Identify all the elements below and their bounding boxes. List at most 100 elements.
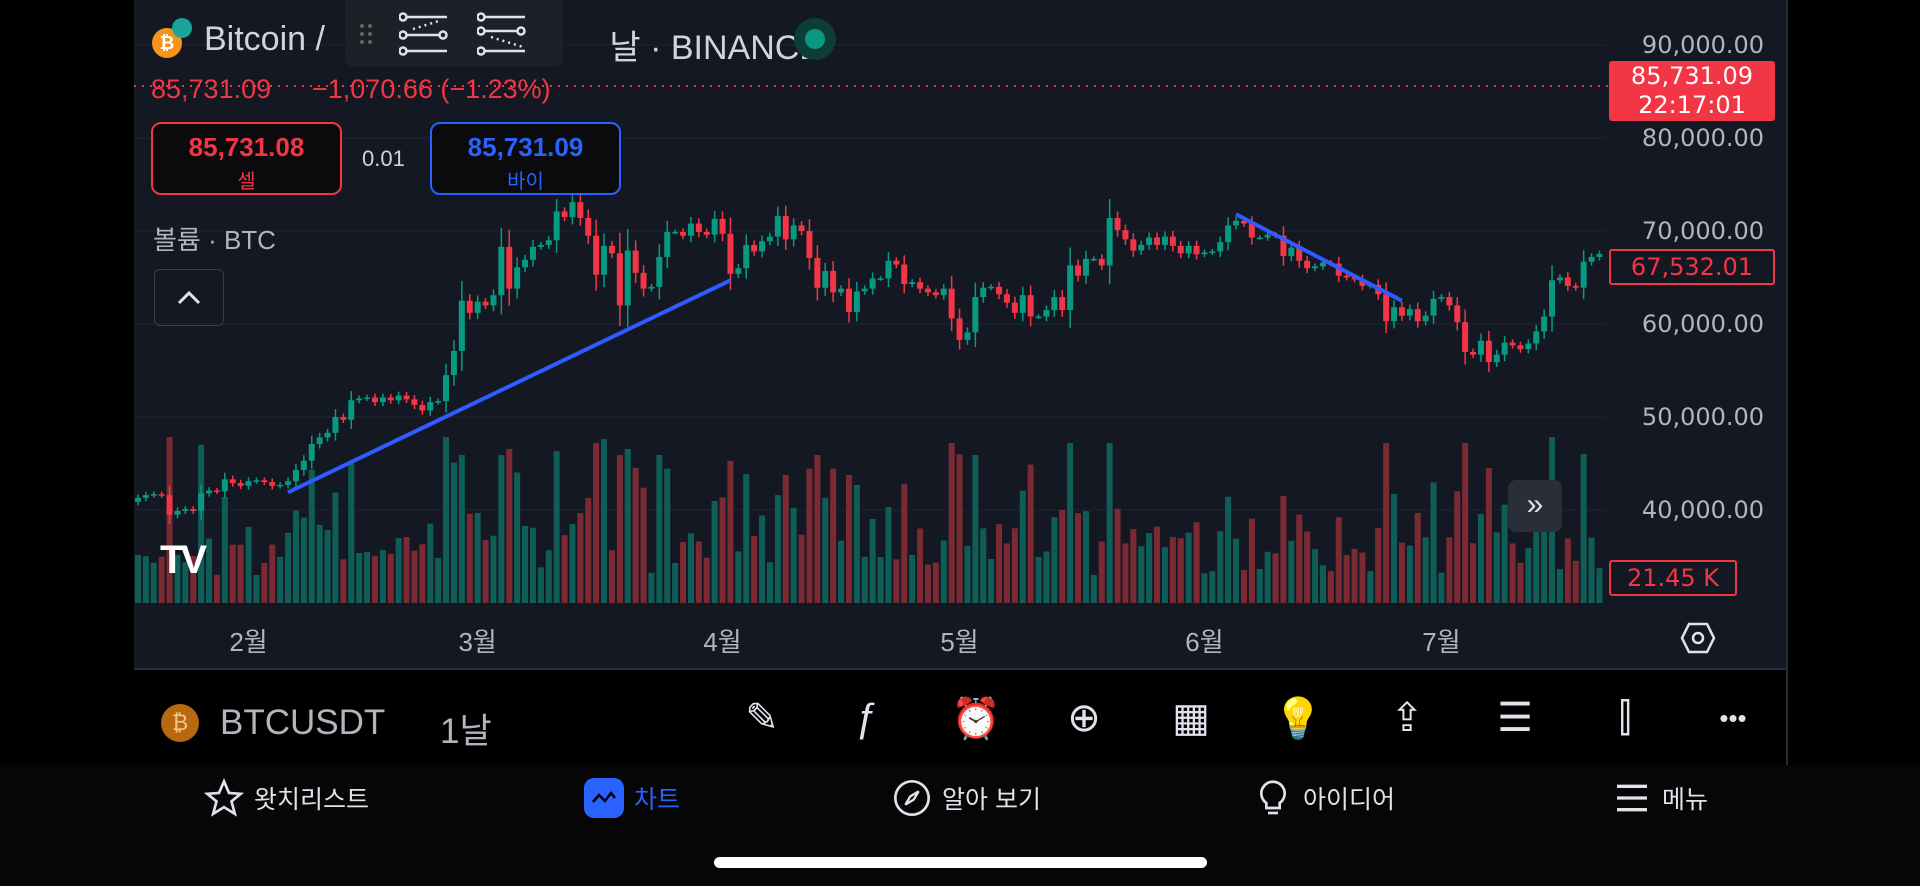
volume-bar [1525, 548, 1532, 603]
candle [545, 240, 552, 245]
candle [932, 292, 939, 296]
candle [419, 404, 426, 411]
chart-settings-icon[interactable] [1680, 622, 1716, 654]
volume-bar [1059, 509, 1066, 603]
volume-legend[interactable]: 볼륨 · BTC [153, 225, 276, 255]
bitcoin-logo-icon: ₿ [161, 704, 199, 742]
candle [1098, 258, 1105, 266]
price-change: −1,070.66 (−1.23%) [312, 74, 551, 104]
volume-bar [1256, 569, 1263, 603]
candle [1209, 251, 1216, 253]
candle [498, 246, 505, 296]
candle [158, 494, 165, 496]
candle [324, 432, 331, 438]
candle [150, 494, 157, 496]
trendline-drawing[interactable] [1235, 212, 1403, 303]
collapse-legend-button[interactable] [154, 269, 224, 326]
trendline-style-icon[interactable] [477, 11, 529, 57]
volume-bar [616, 455, 623, 603]
candle [395, 395, 402, 401]
nav-menu[interactable]: 메뉴 [1612, 778, 1708, 818]
candle [924, 288, 931, 293]
toolbar-symbol[interactable]: BTCUSDT [220, 703, 386, 742]
volume-bar [814, 455, 821, 603]
candle [213, 490, 220, 492]
volume-bar [1138, 546, 1145, 603]
volume-bar [1051, 517, 1058, 603]
share-icon[interactable]: ⇪ [1390, 696, 1424, 740]
chart-pane[interactable]: ₿ Bitcoin / 날 · BINANCE 85,731.09 −1,070… [134, 0, 1788, 668]
volume-bar [932, 562, 939, 603]
volume-bar [537, 567, 544, 603]
watchlist-details-icon[interactable]: ☰ [1497, 696, 1533, 740]
volume-bar [1043, 551, 1050, 603]
draw-icon[interactable]: ✎ [745, 696, 779, 740]
volume-bar [853, 484, 860, 603]
nav-chart[interactable]: 차트 [584, 778, 680, 818]
candle [1027, 295, 1034, 317]
trendline-settings-icon[interactable] [399, 11, 451, 57]
volume-bar [1446, 537, 1453, 603]
toolbar-interval[interactable]: 1날 [440, 712, 492, 751]
alert-icon[interactable]: ⏰ [951, 696, 1001, 741]
candle [948, 288, 955, 319]
chart-type-icon[interactable]: ⫿ [1618, 695, 1632, 740]
volume-bar [1161, 547, 1168, 603]
sell-label: 셀 [237, 171, 256, 193]
nav-ideas[interactable]: 아이디어 [1253, 778, 1395, 818]
indicators-icon[interactable]: ƒ [855, 695, 879, 740]
layout-icon[interactable]: ▦ [1172, 696, 1210, 740]
candle [798, 225, 805, 231]
candle [142, 495, 149, 498]
volume-bar [561, 535, 568, 603]
volume-bar [869, 518, 876, 603]
volume-bar [277, 556, 284, 603]
volume-bar [727, 461, 734, 603]
candle [664, 231, 671, 258]
sell-button[interactable]: 85,731.08 셀 [151, 122, 342, 195]
nav-watchlist[interactable]: 왓치리스트 [204, 778, 369, 818]
candle [292, 470, 299, 482]
candle [1525, 343, 1532, 350]
volume-bar [1343, 555, 1350, 603]
candle [1319, 262, 1326, 267]
candle [1280, 235, 1287, 257]
candle [917, 282, 924, 289]
volume-bar [1564, 538, 1571, 603]
trendline-drawing[interactable] [287, 278, 732, 495]
more-icon[interactable]: ••• [1719, 702, 1747, 733]
time-axis-label: 4월 [703, 627, 742, 657]
candle [830, 270, 837, 293]
candle [838, 288, 845, 293]
volume-bar [751, 536, 758, 603]
volume-bar [743, 474, 750, 603]
chart-toolbar: ₿ BTCUSDT 1날 [134, 668, 1788, 765]
candle [506, 246, 513, 289]
volume-bar [1146, 532, 1153, 603]
price-tick: 50,000.00 [1641, 403, 1765, 431]
market-status-indicator[interactable] [794, 18, 836, 60]
volume-bar [379, 550, 386, 603]
volume-bar [1248, 518, 1255, 603]
volume-bar [687, 533, 694, 603]
volume-bar [1019, 490, 1026, 603]
candle [774, 216, 781, 237]
scroll-to-realtime-button[interactable]: » [1508, 480, 1562, 532]
volume-bar [237, 544, 244, 603]
drag-handle-icon[interactable] [359, 22, 373, 46]
symbol-title[interactable]: Bitcoin / [204, 20, 325, 58]
volume-bar [269, 544, 276, 603]
candle [640, 272, 647, 289]
candle [1011, 302, 1018, 313]
add-icon[interactable]: ⊕ [1067, 696, 1101, 740]
ideas-icon[interactable]: 💡 [1273, 696, 1323, 741]
candle [1185, 245, 1192, 254]
buy-button[interactable]: 85,731.09 바이 [430, 122, 621, 195]
volume-bar [1082, 511, 1089, 603]
drawing-toolbar[interactable] [345, 0, 563, 67]
volume-bar [1106, 443, 1113, 603]
volume-bar [1501, 504, 1508, 603]
nav-explore[interactable]: 알아 보기 [892, 778, 1041, 818]
candle [253, 480, 260, 482]
candle [687, 223, 694, 236]
